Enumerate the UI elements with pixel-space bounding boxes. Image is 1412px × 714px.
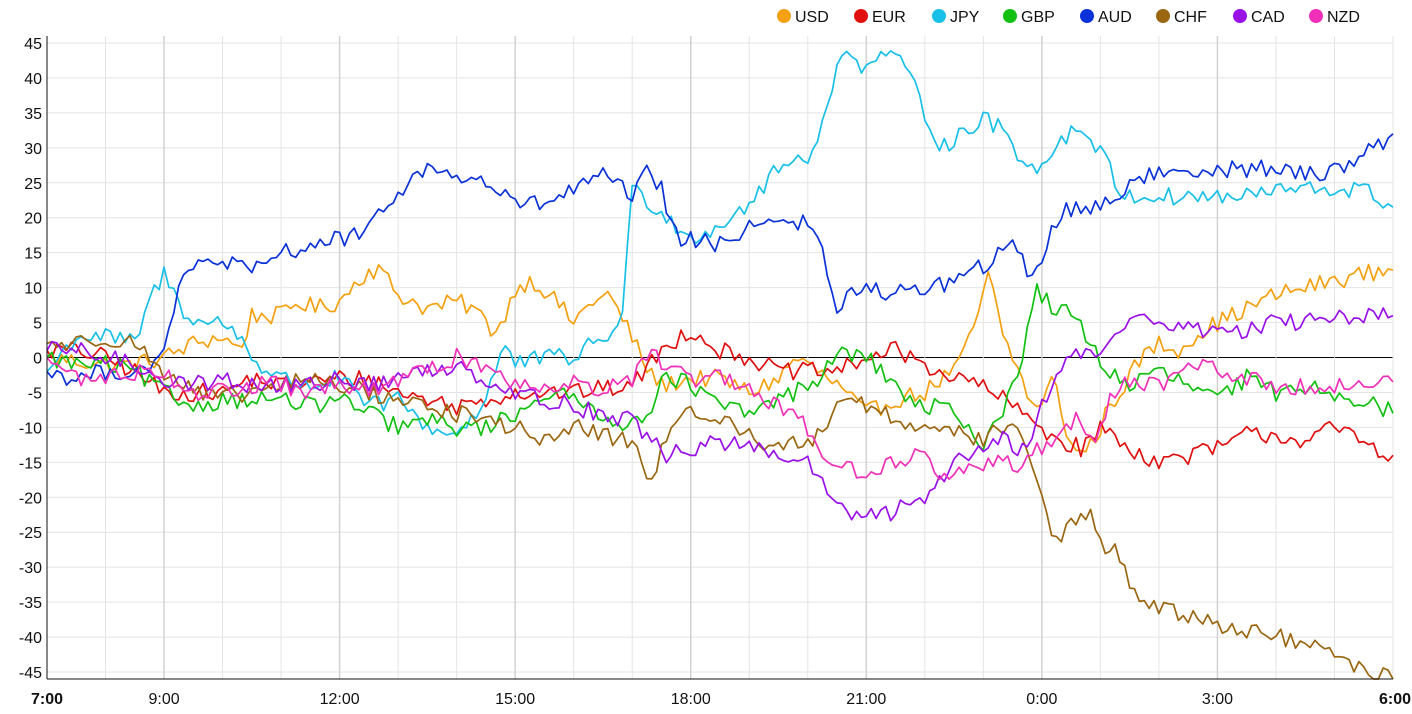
x-tick-label: 3:00: [1202, 691, 1233, 708]
series-line-usd: [46, 263, 1394, 453]
legend[interactable]: USD EUR JPY GBP AUD CHF CAD NZD: [777, 9, 1360, 26]
series-line-cad: [46, 307, 1394, 522]
legend-swatch: [1309, 9, 1323, 23]
legend-swatch: [1080, 9, 1094, 23]
grid-layer: [46, 36, 1394, 679]
series-line-chf: [46, 334, 1394, 680]
legend-label: JPY: [950, 9, 980, 26]
y-tick-label: -25: [19, 525, 42, 542]
series-line-jpy: [46, 50, 1394, 436]
legend-item-chf[interactable]: CHF: [1156, 9, 1207, 26]
legend-swatch: [1156, 9, 1170, 23]
legend-label: GBP: [1021, 9, 1055, 26]
x-tick-label: 15:00: [495, 691, 535, 708]
y-tick-label: 35: [24, 106, 42, 123]
series-line-gbp: [46, 283, 1394, 452]
legend-item-gbp[interactable]: GBP: [1003, 9, 1055, 26]
x-tick-label: 12:00: [320, 691, 360, 708]
y-tick-label: 5: [33, 316, 42, 333]
legend-item-nzd[interactable]: NZD: [1309, 9, 1360, 26]
legend-item-jpy[interactable]: JPY: [932, 9, 980, 26]
x-tick-label: 0:00: [1026, 691, 1057, 708]
y-tick-label: 20: [24, 211, 42, 228]
legend-label: CHF: [1174, 9, 1207, 26]
legend-item-usd[interactable]: USD: [777, 9, 829, 26]
y-tick-label: 45: [24, 36, 42, 53]
legend-label: EUR: [872, 9, 906, 26]
x-tick-label: 7:00: [31, 691, 63, 708]
legend-swatch: [854, 9, 868, 23]
x-tick-label: 9:00: [148, 691, 179, 708]
legend-label: NZD: [1327, 9, 1360, 26]
legend-swatch: [1003, 9, 1017, 23]
series-layer: [46, 50, 1394, 680]
legend-label: USD: [795, 9, 829, 26]
y-tick-label: 15: [24, 246, 42, 263]
legend-swatch: [1233, 9, 1247, 23]
legend-swatch: [777, 9, 791, 23]
y-tick-label: -15: [19, 455, 42, 472]
x-tick-label: 18:00: [671, 691, 711, 708]
series-line-aud: [46, 133, 1394, 386]
x-tick-label: 21:00: [846, 691, 886, 708]
series-line-nzd: [46, 347, 1394, 481]
y-tick-label: -5: [28, 385, 42, 402]
x-tick-label: 6:00: [1379, 691, 1411, 708]
legend-item-eur[interactable]: EUR: [854, 9, 906, 26]
y-tick-label: 30: [24, 141, 42, 158]
y-tick-label: 10: [24, 281, 42, 298]
legend-label: AUD: [1098, 9, 1132, 26]
y-tick-label: -10: [19, 420, 42, 437]
legend-swatch: [932, 9, 946, 23]
y-tick-label: -40: [19, 630, 42, 647]
y-tick-label: -20: [19, 490, 42, 507]
legend-label: CAD: [1251, 9, 1285, 26]
series-line-eur: [46, 329, 1394, 470]
y-tick-label: 25: [24, 176, 42, 193]
axis-layer: 45 40 35 30 25 20 15 10 5 0 -5 -10 -15 -20 -25 -30 -35 -4…: [19, 36, 1411, 708]
legend-item-cad[interactable]: CAD: [1233, 9, 1285, 26]
legend-item-aud[interactable]: AUD: [1080, 9, 1132, 26]
y-tick-label: -35: [19, 595, 42, 612]
y-tick-label: 40: [24, 71, 42, 88]
y-tick-label: -45: [19, 665, 42, 682]
y-tick-label: 0: [33, 351, 42, 368]
y-tick-label: -30: [19, 560, 42, 577]
